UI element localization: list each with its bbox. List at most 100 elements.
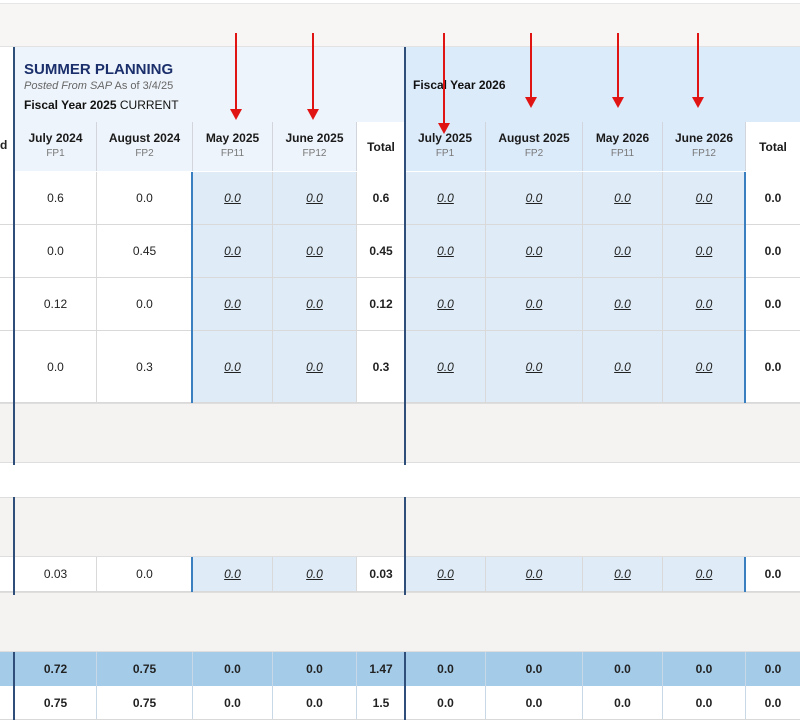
row-total-cell: 0.12: [356, 278, 405, 330]
editable-amount-cell[interactable]: 0.0: [662, 557, 745, 591]
column-month: August 2025: [498, 131, 570, 145]
editable-amount-cell[interactable]: 0.0: [272, 278, 356, 330]
cut-off-column-label: d: [0, 138, 8, 152]
column-period: FP2: [524, 148, 544, 159]
red-arrow-icon: [438, 33, 450, 135]
editable-amount-cell[interactable]: 0.0: [662, 172, 745, 224]
summary-cell: 0.75: [14, 686, 96, 719]
input-region-border: [744, 557, 746, 592]
input-region-border: [744, 172, 746, 403]
row-total-cell: 0.0: [745, 557, 800, 591]
editable-amount-cell[interactable]: 0.0: [405, 225, 485, 277]
editable-amount-cell[interactable]: 0.0: [582, 278, 662, 330]
col-header-july-2025: July 2025 FP1: [405, 122, 485, 171]
column-period: FP1: [46, 148, 65, 159]
table-row: 0.03 0.0 0.0 0.0 0.03 0.0 0.0 0.0 0.0 0.0: [0, 557, 800, 592]
editable-amount-cell[interactable]: 0.0: [192, 557, 272, 591]
editable-amount-cell[interactable]: 0.0: [582, 225, 662, 277]
top-toolbar-area: [0, 0, 800, 47]
col-header-august-2024: August 2024 FP2: [96, 122, 192, 171]
fy2025-header-panel: SUMMER PLANNING Posted From SAP As of 3/…: [14, 47, 405, 171]
red-arrow-icon: [307, 33, 319, 121]
editable-amount-cell[interactable]: 0.0: [192, 278, 272, 330]
editable-amount-cell[interactable]: 0.0: [662, 331, 745, 402]
input-region-border: [191, 557, 193, 592]
editable-amount-cell[interactable]: 0.0: [405, 172, 485, 224]
row-total-cell: 0.6: [356, 172, 405, 224]
column-period: FP1: [435, 148, 455, 159]
editable-amount-cell[interactable]: 0.0: [272, 557, 356, 591]
col-header-june-2025: June 2025 FP12: [272, 122, 356, 171]
fiscal-year-current-label: Fiscal Year 2025 CURRENT: [24, 98, 179, 112]
column-period: FP12: [692, 148, 716, 159]
summary-cell: 0.0: [485, 652, 582, 686]
fiscal-year-divider: [404, 652, 406, 720]
row-total-cell: 0.03: [356, 557, 405, 591]
table-row: 0.12 0.0 0.0 0.0 0.12 0.0 0.0 0.0 0.0 0.0: [0, 278, 800, 331]
editable-amount-cell[interactable]: 0.0: [405, 331, 485, 402]
editable-amount-cell[interactable]: 0.0: [272, 225, 356, 277]
summary-cell: 0.0: [192, 652, 272, 686]
column-period: FP12: [302, 148, 327, 159]
table-row: 0.0 0.45 0.0 0.0 0.45 0.0 0.0 0.0 0.0 0.0: [0, 225, 800, 278]
row-total-cell: 0.3: [356, 331, 405, 402]
editable-amount-cell[interactable]: 0.0: [485, 172, 582, 224]
editable-amount-cell[interactable]: 0.0: [192, 225, 272, 277]
amount-cell: 0.6: [14, 172, 96, 224]
editable-amount-cell[interactable]: 0.0: [485, 278, 582, 330]
red-arrow-icon: [525, 33, 537, 109]
col-header-may-2025: May 2025 FP11: [192, 122, 272, 171]
editable-amount-cell[interactable]: 0.0: [272, 172, 356, 224]
posted-as-of-date: As of 3/4/25: [112, 80, 174, 92]
row-total-cell: 0.0: [745, 172, 800, 224]
editable-amount-cell[interactable]: 0.0: [192, 331, 272, 402]
editable-amount-cell[interactable]: 0.0: [582, 172, 662, 224]
column-total-label: Total: [367, 140, 395, 154]
editable-amount-cell[interactable]: 0.0: [662, 225, 745, 277]
col-header-total-fy26: Total: [745, 122, 800, 171]
left-border-line: [13, 652, 15, 720]
editable-amount-cell[interactable]: 0.0: [405, 557, 485, 591]
col-header-total-fy25: Total: [356, 122, 405, 171]
left-border-line: [13, 47, 15, 465]
summary-cell: 0.0: [582, 686, 662, 719]
editable-amount-cell[interactable]: 0.0: [485, 331, 582, 402]
editable-amount-cell[interactable]: 0.0: [405, 278, 485, 330]
summary-cell: 0.0: [272, 652, 356, 686]
editable-amount-cell[interactable]: 0.0: [485, 557, 582, 591]
editable-amount-cell[interactable]: 0.0: [192, 172, 272, 224]
summary-cell: 0.0: [192, 686, 272, 719]
fiscal-year-divider: [404, 47, 406, 465]
summary-cell: 0.0: [582, 652, 662, 686]
summary-cell: 0.0: [662, 686, 745, 719]
row-total-cell: 0.0: [745, 278, 800, 330]
summary-cell: 0.75: [96, 686, 192, 719]
editable-amount-cell[interactable]: 0.0: [272, 331, 356, 402]
column-total-label: Total: [759, 140, 787, 154]
row-total-cell: 0.0: [745, 225, 800, 277]
summary-cell: 0.0: [405, 686, 485, 719]
summary-cell: 0.0: [745, 652, 800, 686]
col-header-june-2026: June 2026 FP12: [662, 122, 745, 171]
editable-amount-cell[interactable]: 0.0: [582, 331, 662, 402]
current-tag: CURRENT: [116, 98, 179, 112]
summary-row-highlight: 0.72 0.75 0.0 0.0 1.47 0.0 0.0 0.0 0.0 0.0: [0, 652, 800, 686]
col-header-july-2024: July 2024 FP1: [14, 122, 96, 171]
summary-cell: 0.0: [485, 686, 582, 719]
column-month: August 2024: [108, 131, 181, 145]
summary-cell: 1.47: [356, 652, 405, 686]
empty-section-band: [0, 403, 800, 463]
fiscal-year-2025: Fiscal Year 2025: [24, 98, 117, 112]
red-arrow-icon: [612, 33, 624, 109]
column-month: July 2025: [417, 131, 473, 145]
posted-from-source: Posted From SAP: [24, 80, 113, 92]
summary-cell: 0.0: [272, 686, 356, 719]
left-border-line: [13, 497, 15, 595]
amount-cell: 0.0: [96, 172, 192, 224]
editable-amount-cell[interactable]: 0.0: [485, 225, 582, 277]
editable-amount-cell[interactable]: 0.0: [582, 557, 662, 591]
empty-section-band: [0, 592, 800, 652]
editable-amount-cell[interactable]: 0.0: [662, 278, 745, 330]
amount-cell: 0.12: [14, 278, 96, 330]
column-month: May 2026: [595, 131, 650, 145]
